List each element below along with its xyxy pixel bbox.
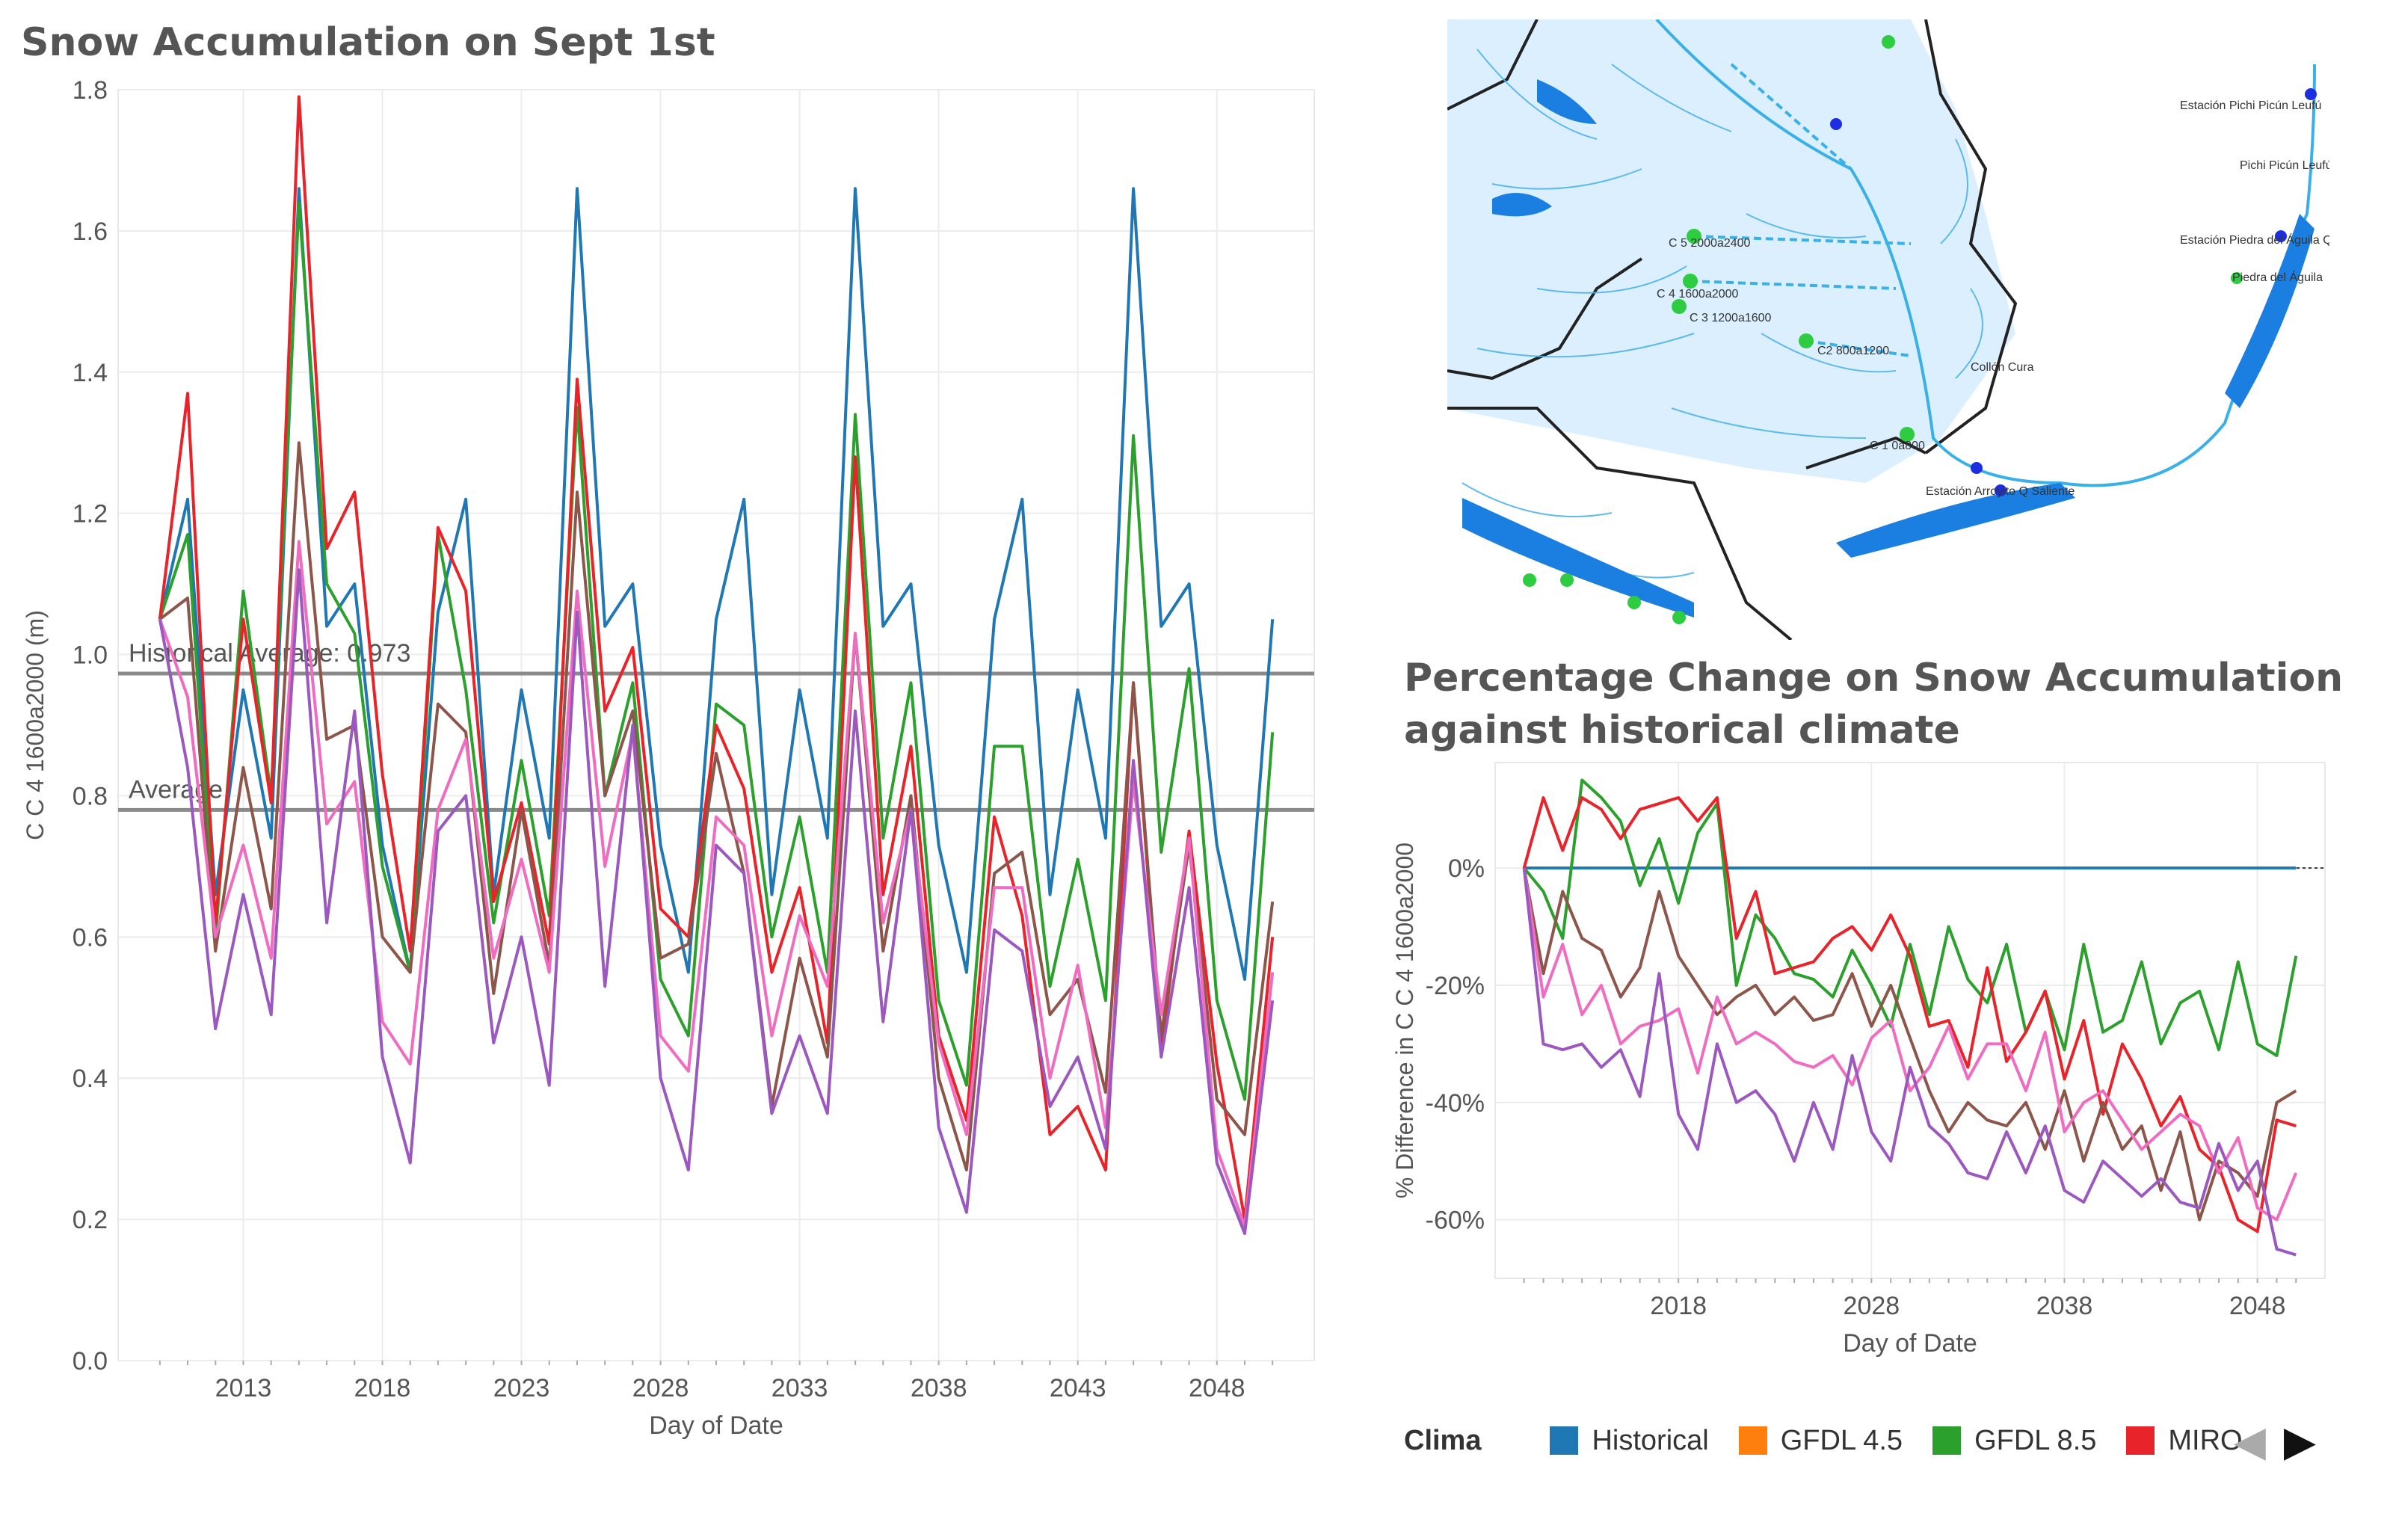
legend: Clima Historical GFDL 4.5 GFDL 8.5 MIRO …	[1404, 1414, 2376, 1467]
y-axis-label: % Difference in C C 4 1600a2000	[1391, 843, 1418, 1198]
y-axis-label: C C 4 1600a2000 (m)	[22, 610, 49, 840]
x-tick-label: 2038	[911, 1374, 967, 1402]
legend-label: MIRO	[2168, 1424, 2243, 1456]
legend-label: GFDL 4.5	[1780, 1424, 1903, 1456]
legend-nav: ◀ ▶	[2234, 1420, 2316, 1462]
x-tick-label: 2038	[2036, 1292, 2093, 1320]
svg-text:C 3 1200a1600: C 3 1200a1600	[1690, 312, 1772, 324]
svg-text:C 4 1600a2000: C 4 1600a2000	[1657, 288, 1739, 301]
svg-text:C2 800a1200: C2 800a1200	[1817, 345, 1889, 357]
chevron-right-icon[interactable]: ▶	[2283, 1417, 2316, 1464]
series-line-purple	[158, 568, 1275, 1235]
river-basin-map-icon: C 5 2000a2400 C 4 1600a2000 C 3 1200a160…	[1447, 19, 2329, 640]
right-chart-title: Percentage Change on Snow Accumulation a…	[1404, 656, 2344, 753]
y-tick-label: -40%	[1426, 1089, 1485, 1118]
y-tick-label: -60%	[1426, 1207, 1485, 1235]
x-tick-label: 2018	[354, 1374, 411, 1402]
y-tick-label: 0.8	[73, 782, 108, 810]
x-tick-label: 2013	[215, 1374, 272, 1402]
x-tick-label: 2028	[1844, 1292, 1900, 1320]
series-line-historical	[158, 187, 1275, 981]
svg-text:C 5 2000a2400: C 5 2000a2400	[1669, 237, 1751, 250]
y-tick-label: 0.2	[73, 1206, 108, 1234]
y-tick-label: 1.0	[73, 641, 108, 670]
percentage-change-chart: 0% -20% -40% -60% 2018 2028 2038 2048 Day of Dat…	[1391, 762, 2326, 1358]
svg-text:C 1 0a800: C 1 0a800	[1870, 440, 1925, 452]
series-line-miro	[158, 95, 1275, 1222]
legend-title: Clima	[1404, 1424, 1482, 1456]
x-tick-label: 2043	[1050, 1374, 1106, 1402]
y-tick-label: 1.2	[73, 500, 108, 529]
svg-text:Piedra del Águila: Piedra del Águila	[2232, 270, 2323, 284]
series-line-purple	[1522, 867, 2297, 1257]
svg-text:Estación Pichi Picún Leufú: Estación Pichi Picún Leufú	[2180, 99, 2321, 112]
legend-item-historical[interactable]: Historical	[1550, 1424, 1709, 1457]
series-line-brown	[1522, 867, 2297, 1222]
svg-text:Estación Piedra del Águila Q: Estación Piedra del Águila Q	[2180, 232, 2329, 247]
chevron-left-icon[interactable]: ◀	[2233, 1417, 2266, 1464]
svg-text:Pichi Picún Leufú: Pichi Picún Leufú	[2240, 159, 2329, 172]
x-tick-label: 2033	[771, 1374, 828, 1402]
y-tick-label: -20%	[1426, 972, 1485, 1000]
legend-swatch	[2126, 1426, 2155, 1455]
series-line-miro	[1522, 796, 2297, 1233]
snow-accumulation-chart: 0.0 0.2 0.4 0.6 0.8 1.0 1.2 1.4 1.6 1.8 2013 2018 20…	[22, 76, 1315, 1440]
legend-label: GFDL 8.5	[1974, 1424, 2097, 1456]
y-tick-label: 0.0	[73, 1347, 108, 1376]
y-tick-label: 0%	[1448, 854, 1485, 883]
svg-text:Estación Arroyito Q Saliente: Estación Arroyito Q Saliente	[1926, 485, 2075, 498]
y-tick-label: 1.6	[73, 218, 108, 246]
legend-swatch	[1932, 1426, 1962, 1455]
legend-swatch	[1550, 1426, 1579, 1455]
series-line-pink	[1522, 867, 2298, 1222]
series-line-gfdl-8-5	[158, 201, 1275, 1101]
y-tick-label: 0.4	[73, 1065, 108, 1093]
x-tick-label: 2018	[1650, 1292, 1707, 1320]
y-tick-label: 0.6	[73, 923, 108, 952]
x-axis-label: Day of Date	[649, 1411, 783, 1440]
river-basin-map[interactable]: C 5 2000a2400 C 4 1600a2000 C 3 1200a160…	[1447, 19, 2329, 640]
x-tick-label: 2048	[2229, 1292, 2286, 1320]
x-tick-label: 2023	[493, 1374, 550, 1402]
legend-item-miro[interactable]: MIRO	[2126, 1424, 2243, 1457]
legend-item-gfdl-4-5[interactable]: GFDL 4.5	[1738, 1424, 1903, 1457]
legend-item-gfdl-8-5[interactable]: GFDL 8.5	[1932, 1425, 2096, 1457]
y-tick-label: 1.4	[73, 359, 108, 387]
x-axis-label: Day of Date	[1843, 1329, 1977, 1358]
legend-swatch	[1738, 1426, 1767, 1455]
x-tick-label: 2028	[632, 1374, 689, 1402]
series-line-pink	[158, 540, 1275, 1228]
left-chart-title: Snow Accumulation on Sept 1st	[21, 20, 715, 65]
svg-text:Collón Cura: Collón Cura	[1971, 361, 2034, 374]
legend-label: Historical	[1592, 1424, 1709, 1456]
series-line-gfdl-8-5	[1523, 778, 2298, 1057]
y-tick-label: 1.8	[73, 76, 108, 105]
x-tick-label: 2048	[1189, 1374, 1245, 1402]
